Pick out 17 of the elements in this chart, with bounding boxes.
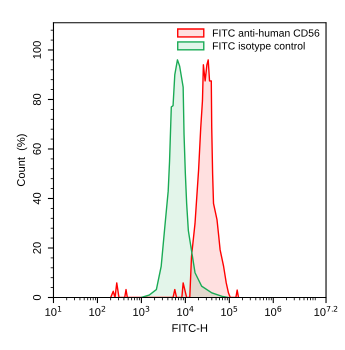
y-tick-label: 80 (32, 94, 41, 106)
x-tick-label: 10$^{2}$ (89, 306, 106, 316)
y-tick-label: 40 (32, 192, 41, 204)
legend-label: FITC anti-human CD56 (212, 29, 320, 37)
y-tick-label: 100 (32, 41, 41, 58)
x-tick-label: 10$^{3}$ (133, 306, 150, 316)
legend-label: FITC isotype control (212, 42, 305, 52)
y-tick-label: 60 (32, 143, 41, 155)
y-axis-title: Count (%) (16, 134, 28, 186)
y-tick-label: 0 (32, 294, 41, 300)
x-tick-label: 10$^{6}$ (265, 306, 282, 316)
x-tick-label: 10$^{7.2}$ (314, 306, 338, 316)
x-tick-label: 10$^{1}$ (45, 306, 62, 316)
x-tick-label: 10$^{5}$ (221, 306, 238, 316)
y-tick-label: 20 (32, 242, 41, 254)
x-axis-title: FITC-H (172, 324, 208, 332)
x-tick-label: 10$^{4}$ (177, 306, 194, 316)
